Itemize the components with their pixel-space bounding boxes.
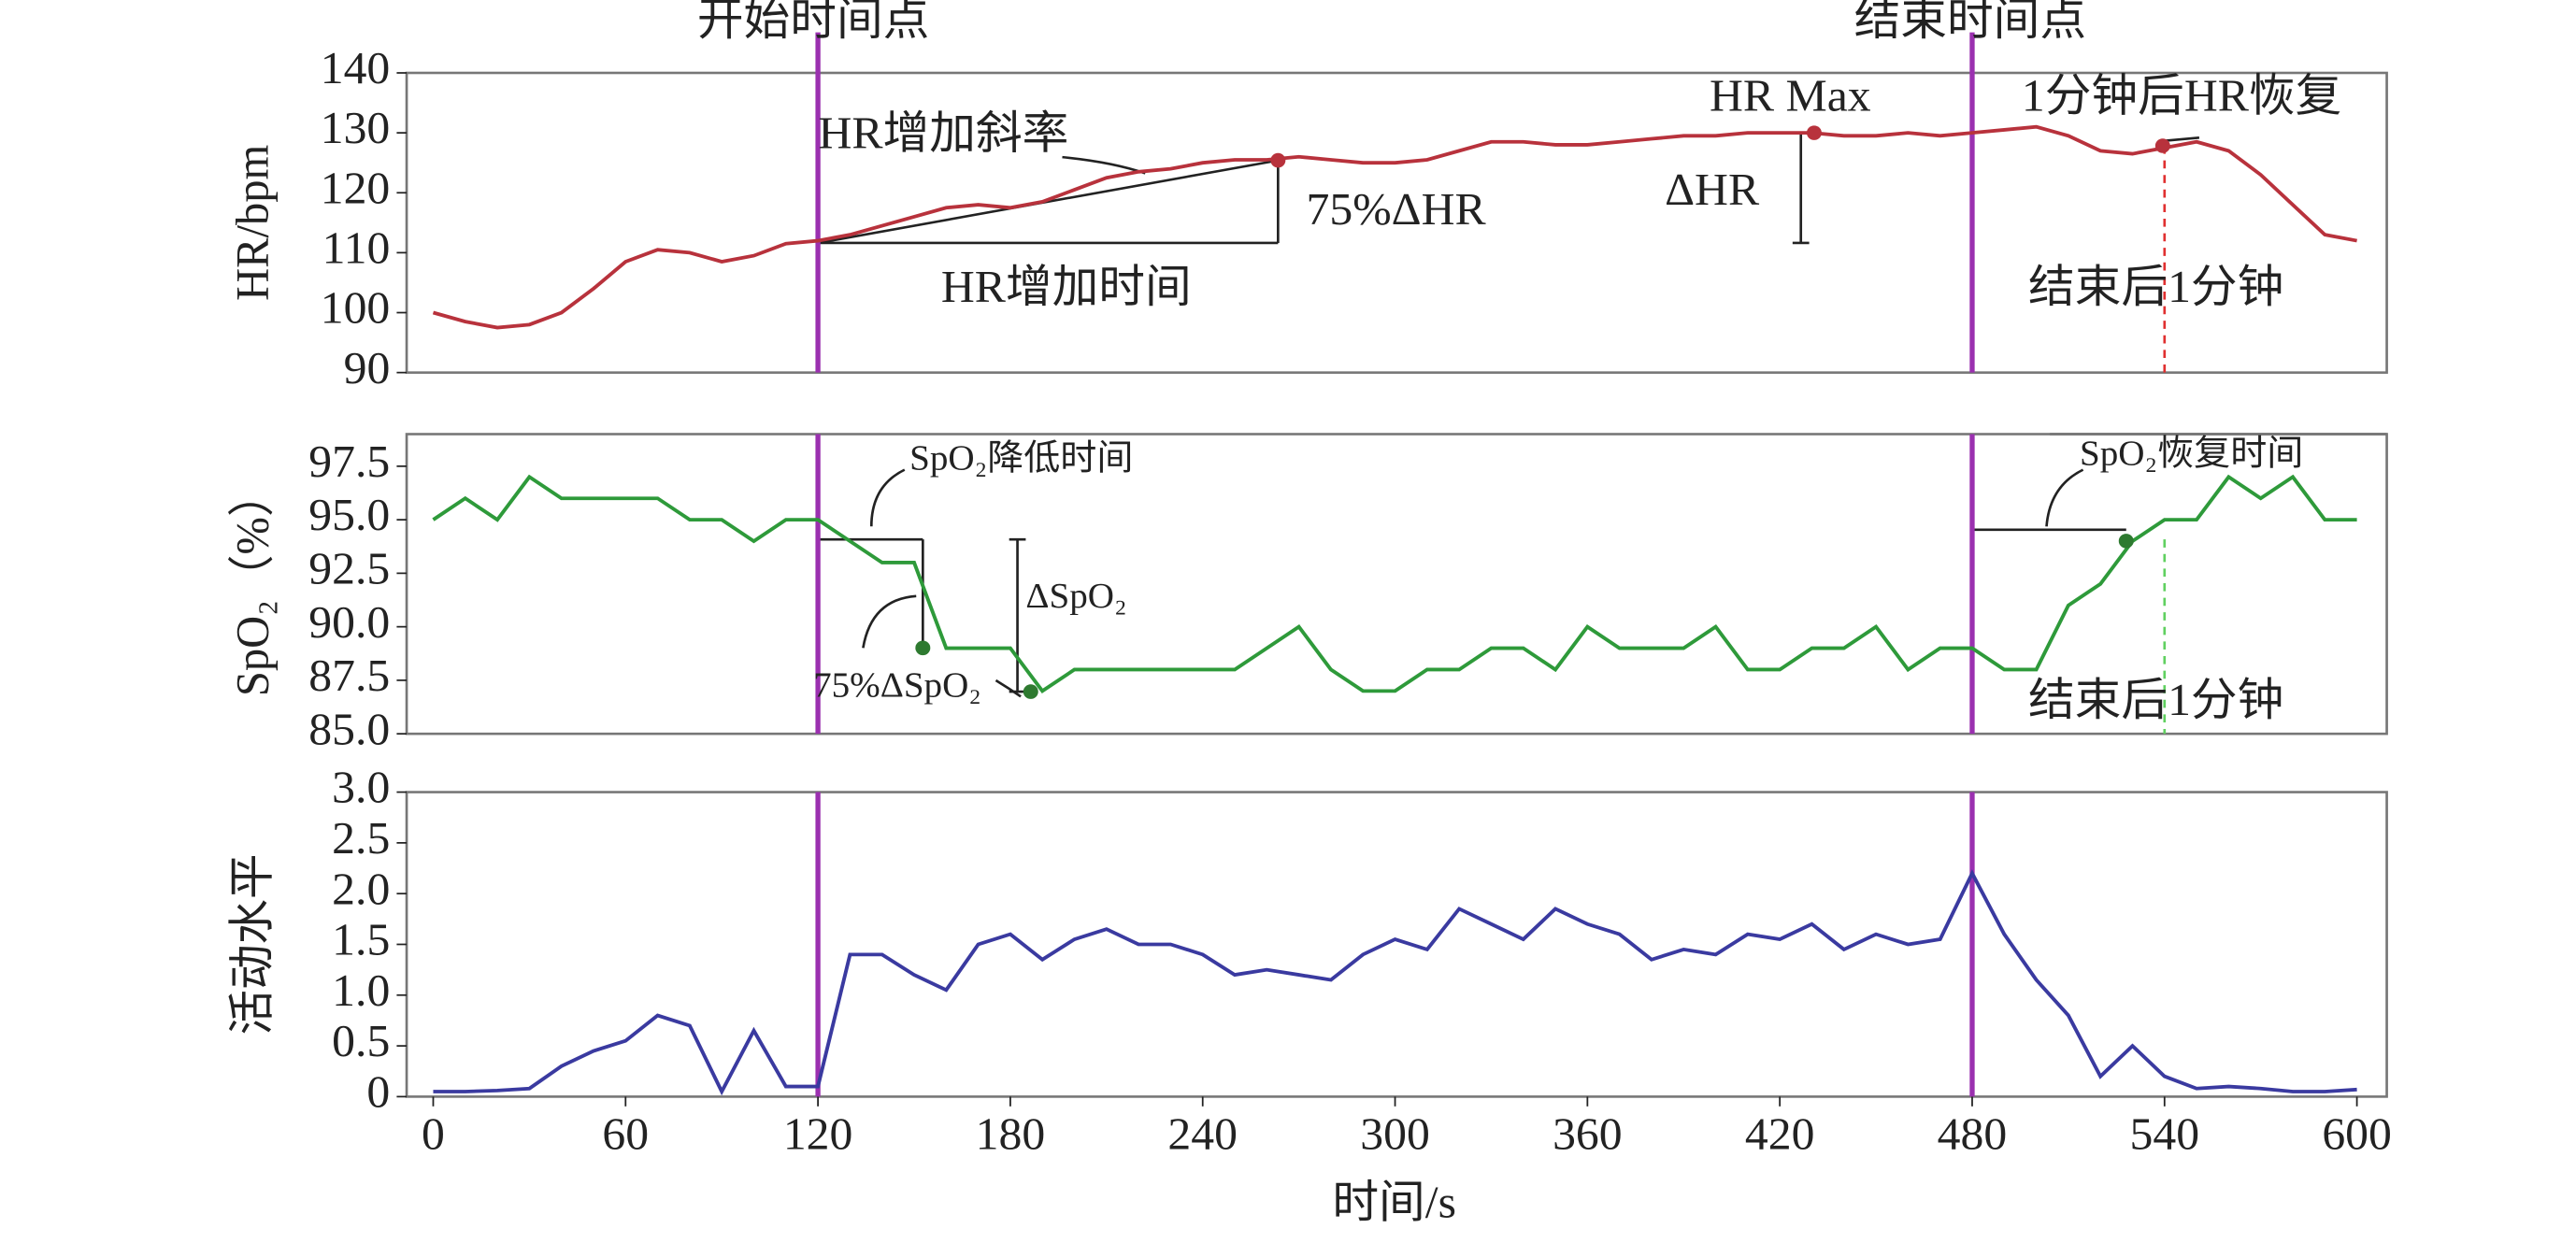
y-tick-label: 85.0 (308, 704, 390, 754)
x-tick-label: 60 (602, 1108, 649, 1159)
y-tick-label: 2.5 (332, 813, 390, 864)
annotation-point (915, 640, 931, 656)
y-tick-label: 110 (322, 222, 391, 273)
annotation-point (1270, 152, 1286, 168)
annotation-point (2118, 534, 2134, 549)
y-tick-label: 90.0 (308, 596, 390, 647)
annotation: 开始时间点 (697, 0, 930, 45)
x-tick-label: 420 (1745, 1108, 1815, 1159)
y-tick-label: 120 (321, 163, 391, 213)
annotation: 结束后1分钟 (2028, 262, 2283, 312)
annotation: 75%ΔSpO₂ (813, 666, 981, 705)
annotation: 结束后1分钟 (2028, 675, 2283, 725)
y-tick-label: 2.0 (332, 864, 390, 914)
y-tick-label: 87.5 (308, 650, 390, 701)
annotation: HR Max (1710, 70, 1871, 121)
annotation: 结束时间点 (1854, 0, 2087, 45)
y-axis-label: HR/bpm (226, 145, 279, 301)
x-tick-label: 360 (1553, 1108, 1623, 1159)
annotation: HR增加斜率 (818, 107, 1068, 158)
x-tick-label: 180 (976, 1108, 1046, 1159)
x-tick-label: 480 (1938, 1108, 2008, 1159)
y-tick-label: 97.5 (308, 436, 390, 487)
y-tick-label: 0 (366, 1066, 390, 1117)
y-tick-label: 1.5 (332, 914, 390, 964)
y-tick-label: 0.5 (332, 1016, 390, 1066)
y-axis-label: 活动水平 (226, 853, 279, 1035)
plot-frame (405, 433, 2388, 736)
annotation-point (2154, 138, 2170, 153)
x-tick-label: 600 (2322, 1108, 2392, 1159)
annotation: SpO₂恢复时间 (2080, 435, 2303, 473)
x-tick-label: 240 (1167, 1108, 1238, 1159)
annotation: ΔSpO₂ (1025, 577, 1126, 615)
y-tick-label: 90 (344, 342, 391, 393)
annotation-point (1806, 125, 1822, 140)
y-axis-label: SpO₂（%） (226, 472, 279, 697)
data-line (432, 474, 2357, 693)
x-tick-label: 0 (422, 1108, 445, 1159)
data-line (432, 124, 2357, 330)
plot-frame (405, 71, 2388, 374)
annotation: 75%ΔHR (1307, 183, 1486, 234)
x-tick-label: 540 (2130, 1108, 2200, 1159)
x-tick-label: 300 (1360, 1108, 1430, 1159)
y-tick-label: 92.5 (308, 543, 390, 593)
x-tick-label: 120 (783, 1108, 853, 1159)
x-axis-label: 时间/s (1332, 1177, 1456, 1227)
y-tick-label: 130 (321, 103, 391, 153)
annotation-point (1023, 684, 1038, 699)
y-tick-label: 100 (321, 282, 391, 333)
annotation: 1分钟后HR恢复 (2022, 70, 2341, 121)
y-tick-label: 140 (321, 43, 391, 93)
y-tick-label: 3.0 (332, 762, 390, 812)
y-tick-label: 1.0 (332, 964, 390, 1015)
annotation: ΔHR (1665, 164, 1759, 215)
data-line (433, 869, 2357, 1096)
y-tick-label: 95.0 (308, 490, 390, 540)
annotation: SpO₂降低时间 (909, 439, 1133, 478)
annotation: HR增加时间 (941, 262, 1192, 312)
